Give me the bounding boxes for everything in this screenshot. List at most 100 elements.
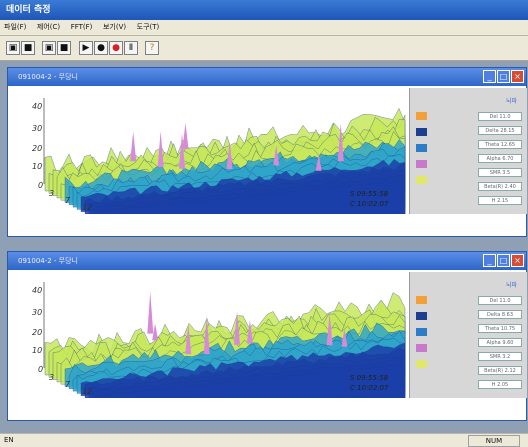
window-1-title: 091004-2 - 무당니 xyxy=(18,73,78,81)
window-1-maximize-button[interactable]: □ xyxy=(497,70,510,83)
help-button[interactable]: ? xyxy=(145,41,159,55)
band-value: H 2.15 xyxy=(478,196,522,205)
menu-bar: 파일(F) 제어(C) FFT(F) 보기(V) 도구(T) xyxy=(0,20,528,36)
window-1-minimize-button[interactable]: _ xyxy=(483,70,496,83)
menu-tools[interactable]: 도구(T) xyxy=(136,23,160,31)
band-value: Del 11.0 xyxy=(478,296,522,305)
band-value: Alpha 9.60 xyxy=(478,338,522,347)
surface-band xyxy=(96,180,406,222)
record-icon: ● xyxy=(112,43,120,53)
band-legend-panel-1: 뇌파 Del 11.0 Delta 28.15 Theta 12.65 Alph… xyxy=(409,88,527,214)
play-icon: ▶ xyxy=(82,43,90,53)
play-button[interactable]: ▶ xyxy=(79,41,93,55)
pause-button[interactable]: Ⅱ xyxy=(124,41,138,55)
y-tick: 10 xyxy=(32,162,43,171)
y-tick: 7 xyxy=(65,380,71,389)
y-tick: 10 xyxy=(32,346,43,355)
current-time: C 10:02:07 xyxy=(350,384,389,392)
menu-view[interactable]: 보기(V) xyxy=(102,23,127,31)
help-icon: ? xyxy=(149,43,155,53)
window-1-close-button[interactable]: × xyxy=(511,70,524,83)
window-2-maximize-button[interactable]: □ xyxy=(497,254,510,267)
legend-header: 뇌파 xyxy=(506,98,518,105)
band-color-swatch xyxy=(416,296,427,304)
menu-fft[interactable]: FFT(F) xyxy=(70,23,93,31)
open2-button[interactable]: ▣ xyxy=(42,41,56,55)
window-1-titlebar[interactable]: 091004-2 - 무당니 _ □ × xyxy=(8,68,526,86)
surface-spike xyxy=(246,319,253,344)
surface-spike xyxy=(203,315,210,354)
y-tick: 30 xyxy=(32,308,43,317)
save2-icon: ■ xyxy=(59,43,69,53)
y-tick: 7 xyxy=(65,196,71,205)
band-value: Theta 10.75 xyxy=(478,324,522,333)
stop-button[interactable]: ● xyxy=(94,41,108,55)
surface-spike xyxy=(157,131,164,167)
surface-band xyxy=(96,364,406,406)
spectrum-surface-2 xyxy=(43,282,406,406)
y-tick: 20 xyxy=(32,144,43,153)
num-lock-indicator: NUM xyxy=(468,435,520,447)
status-text: EN xyxy=(4,436,14,444)
band-color-swatch xyxy=(416,112,427,120)
window-2-title: 091004-2 - 무당니 xyxy=(18,257,78,265)
band-value: Beta(R) 2.40 xyxy=(478,182,522,191)
band-value: Beta(R) 2.12 xyxy=(478,366,522,375)
surface-spike xyxy=(179,132,186,169)
surface-spike xyxy=(234,311,241,345)
band-value: SMR 3.5 xyxy=(478,168,522,177)
spectrum-window-1[interactable]: 091004-2 - 무당니 _ □ × 40 30 20 10 0 3 7 1… xyxy=(7,67,527,237)
menu-file[interactable]: 파일(F) xyxy=(4,23,27,31)
band-color-swatch xyxy=(416,344,427,352)
surface-spike xyxy=(185,323,192,355)
band-value: H 2.05 xyxy=(478,380,522,389)
band-value: Delta 28.15 xyxy=(478,126,522,135)
app-title: 데이터 측정 xyxy=(6,5,51,15)
save2-button[interactable]: ■ xyxy=(57,41,71,55)
spectrum-surface-1 xyxy=(43,98,406,222)
pause-icon: Ⅱ xyxy=(128,43,134,53)
stop-icon: ● xyxy=(97,43,105,53)
legend-header: 뇌파 xyxy=(506,282,518,289)
surface-spike xyxy=(337,123,344,162)
save-button[interactable]: ■ xyxy=(21,41,35,55)
y-tick: 0 xyxy=(38,181,44,190)
app-title-bar: 데이터 측정 xyxy=(0,0,528,20)
spectrum-plot-1: 40 30 20 10 0 3 7 12 S 09:55:58 C 10:02:… xyxy=(10,88,408,222)
surface-spike xyxy=(182,122,189,149)
mdi-workspace: 091004-2 - 무당니 _ □ × 40 30 20 10 0 3 7 1… xyxy=(0,61,528,433)
y-tick: 0 xyxy=(38,365,44,374)
save-icon: ■ xyxy=(23,43,33,53)
y-tick: 3 xyxy=(49,189,55,198)
surface-spike xyxy=(130,131,137,162)
band-value: Theta 12.65 xyxy=(478,140,522,149)
surface-spike xyxy=(326,312,333,346)
band-color-swatch xyxy=(416,312,427,320)
band-color-swatch xyxy=(416,328,427,336)
menu-control[interactable]: 제어(C) xyxy=(36,23,61,31)
spectrum-window-2[interactable]: 091004-2 - 무당니 _ □ × 40 30 20 10 0 3 7 1… xyxy=(7,251,527,421)
start-time: S 09:55:58 xyxy=(350,374,389,382)
open-icon: ▣ xyxy=(8,43,18,53)
band-color-swatch xyxy=(416,176,427,184)
window-2-titlebar[interactable]: 091004-2 - 무당니 _ □ × xyxy=(8,252,526,270)
band-legend-panel-2: 뇌파 Del 11.0 Delta 8.63 Theta 10.75 Alpha… xyxy=(409,272,527,398)
surface-spike xyxy=(315,154,322,171)
y-tick: 40 xyxy=(32,102,43,111)
open2-icon: ▣ xyxy=(44,43,54,53)
record-button[interactable]: ● xyxy=(109,41,123,55)
open-button[interactable]: ▣ xyxy=(6,41,20,55)
band-color-swatch xyxy=(416,160,427,168)
spectrum-plot-2: 40 30 20 10 0 3 7 12 S 09:55:58 C 10:02:… xyxy=(10,272,408,406)
surface-spike xyxy=(341,328,348,347)
surface-spike xyxy=(273,145,280,166)
status-bar: EN NUM xyxy=(0,433,528,447)
window-2-close-button[interactable]: × xyxy=(511,254,524,267)
y-tick: 12 xyxy=(82,203,93,212)
start-time: S 09:55:58 xyxy=(350,190,389,198)
y-tick: 3 xyxy=(49,373,55,382)
band-value: Del 11.0 xyxy=(478,112,522,121)
y-tick: 30 xyxy=(32,124,43,133)
surface-spike xyxy=(226,141,233,169)
window-2-minimize-button[interactable]: _ xyxy=(483,254,496,267)
